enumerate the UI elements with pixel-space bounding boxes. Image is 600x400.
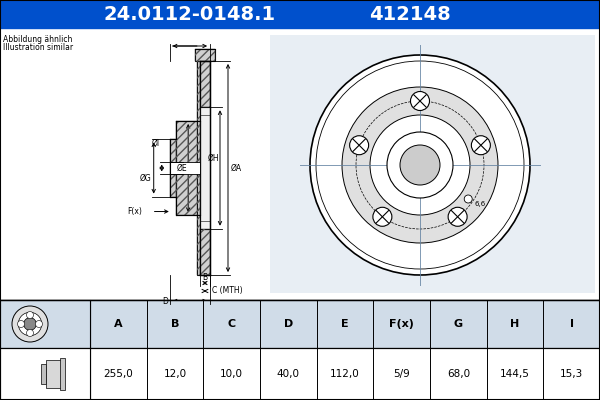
Text: ØE: ØE xyxy=(176,164,187,172)
Text: 24.0112-0148.1: 24.0112-0148.1 xyxy=(104,4,276,24)
Text: ®: ® xyxy=(431,186,445,200)
Circle shape xyxy=(17,320,25,328)
Circle shape xyxy=(24,318,36,330)
Circle shape xyxy=(350,136,368,155)
Bar xyxy=(200,107,210,229)
Circle shape xyxy=(26,330,34,336)
Bar xyxy=(200,61,210,107)
Text: D: D xyxy=(284,319,293,329)
Bar xyxy=(197,61,200,275)
Circle shape xyxy=(35,320,43,328)
Text: ØH: ØH xyxy=(208,154,219,162)
Text: 255,0: 255,0 xyxy=(103,369,133,379)
Bar xyxy=(270,35,595,293)
Text: 10,0: 10,0 xyxy=(220,369,243,379)
Text: Ate: Ate xyxy=(372,181,438,219)
Text: B: B xyxy=(202,273,208,282)
Text: I: I xyxy=(569,319,574,329)
Text: B: B xyxy=(171,319,179,329)
Bar xyxy=(200,229,210,275)
Text: A: A xyxy=(114,319,122,329)
Text: F(x): F(x) xyxy=(127,207,142,216)
Circle shape xyxy=(12,306,48,342)
Bar xyxy=(170,162,200,174)
Text: 12,0: 12,0 xyxy=(163,369,187,379)
Text: 112,0: 112,0 xyxy=(330,369,360,379)
Text: 15,3: 15,3 xyxy=(560,369,583,379)
Text: D: D xyxy=(162,296,168,306)
Text: 40,0: 40,0 xyxy=(277,369,300,379)
Bar xyxy=(176,121,200,215)
Bar xyxy=(90,348,600,400)
Bar xyxy=(60,358,65,390)
Bar xyxy=(0,300,600,400)
Bar xyxy=(195,49,215,61)
Text: Abbildung ähnlich: Abbildung ähnlich xyxy=(3,35,73,44)
Circle shape xyxy=(26,312,34,318)
Text: 6,6: 6,6 xyxy=(474,201,485,207)
Text: E: E xyxy=(341,319,349,329)
Circle shape xyxy=(373,207,392,226)
Circle shape xyxy=(310,55,530,275)
Circle shape xyxy=(472,136,490,155)
Circle shape xyxy=(342,87,498,243)
Text: ØI: ØI xyxy=(152,138,160,148)
Circle shape xyxy=(448,207,467,226)
Bar xyxy=(0,300,90,348)
Text: G: G xyxy=(454,319,463,329)
Text: Illustration similar: Illustration similar xyxy=(3,43,73,52)
Bar xyxy=(90,300,600,348)
Bar xyxy=(41,364,46,384)
Bar xyxy=(46,360,64,388)
Text: ØA: ØA xyxy=(231,164,242,172)
Text: C (MTH): C (MTH) xyxy=(212,286,242,296)
Bar xyxy=(200,229,210,275)
Text: H: H xyxy=(511,319,520,329)
Text: 68,0: 68,0 xyxy=(447,369,470,379)
Text: 412148: 412148 xyxy=(369,4,451,24)
Circle shape xyxy=(387,132,453,198)
Bar xyxy=(170,140,176,196)
Bar xyxy=(200,61,210,107)
Circle shape xyxy=(464,195,472,203)
Text: C: C xyxy=(227,319,236,329)
Bar xyxy=(0,28,600,300)
Bar xyxy=(176,121,200,215)
Bar xyxy=(195,49,215,61)
Circle shape xyxy=(410,92,430,110)
Text: 144,5: 144,5 xyxy=(500,369,530,379)
Circle shape xyxy=(400,145,440,185)
Text: ØG: ØG xyxy=(140,174,152,182)
Text: F(x): F(x) xyxy=(389,319,414,329)
Bar xyxy=(197,61,200,275)
Circle shape xyxy=(370,115,470,215)
Bar xyxy=(170,140,176,196)
Bar xyxy=(0,0,600,28)
Bar xyxy=(0,348,90,400)
Text: 5/9: 5/9 xyxy=(393,369,410,379)
Circle shape xyxy=(18,312,42,336)
